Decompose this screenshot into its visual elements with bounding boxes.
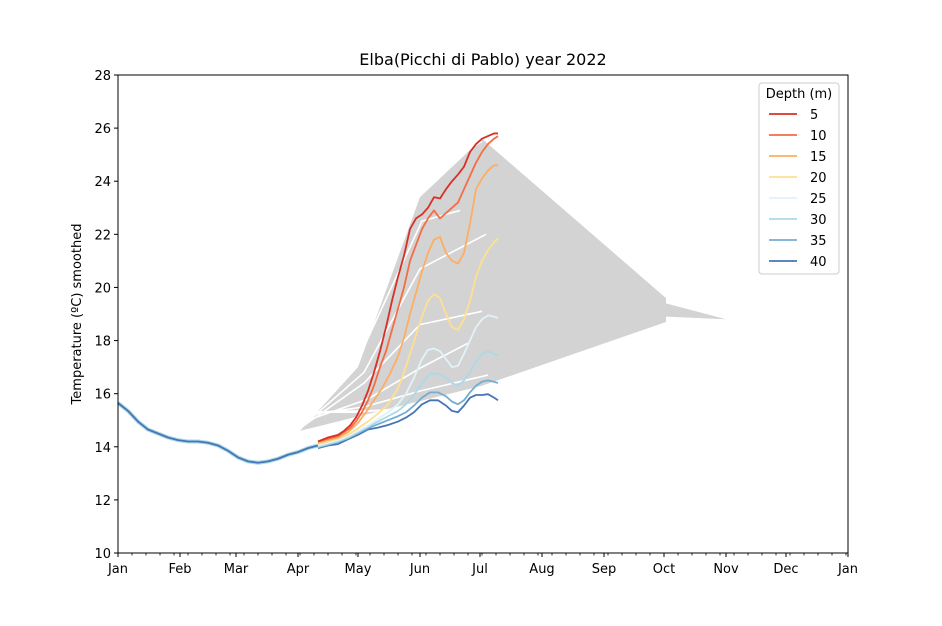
y-tick-label: 24 [94,175,111,190]
reference-line-1 [281,440,309,451]
y-tick-label: 14 [94,441,111,456]
series-line-20m [317,237,499,445]
legend-label-30m: 30 [810,213,827,228]
x-tick-label: Mar [224,562,249,577]
series-line-40m [317,393,499,449]
y-tick-label: 18 [94,335,111,350]
legend-box [758,82,840,275]
reference-line-2 [299,140,483,429]
y-tick-label: 26 [94,122,111,137]
x-tick-label: May [345,562,372,577]
y-axis-label: Temperature (ºC) smoothed [70,224,85,406]
legend-label-10m: 10 [810,129,827,144]
axes-frame [117,74,849,554]
x-tick-label: Jan [837,562,858,577]
y-tick-label: 20 [94,281,111,296]
y-tick-label: 22 [94,228,111,243]
series-line-35m [317,379,499,449]
series-line-30m [317,350,499,448]
x-tick-label: Jun [409,562,430,577]
y-tick-label: 28 [94,69,111,84]
series-line-25m [317,314,499,447]
legend-label-40m: 40 [810,255,827,270]
series-line-10m [317,135,499,443]
legend-label-25m: 25 [810,192,827,207]
legend-label-15m: 15 [810,150,827,165]
x-tick-label: Feb [168,562,191,577]
common-segment-line [118,402,319,464]
series-line-15m [317,164,498,444]
y-tick-label: 16 [94,388,111,403]
chart-title: Elba(Picchi di Pablo) year 2022 [359,50,606,69]
x-tick-label: Aug [529,562,554,577]
reference-line-5 [303,310,483,427]
reference-line-6 [307,342,469,421]
x-tick-label: Sep [592,562,617,577]
x-tick-label: Apr [287,562,310,577]
legend-label-5m: 5 [810,108,818,123]
reference-line-9 [301,384,495,414]
legend-label-35m: 35 [810,234,827,249]
plot-clip-group [118,132,726,465]
plot-area [118,132,726,465]
reference-line-3 [299,209,461,429]
series-line-5m [317,132,498,443]
reference-line-4 [299,233,487,429]
axes: 10 12 14 16 18 20 22 24 26 28 Jan Feb Mar Apr May Jun Ju… [94,69,858,577]
shaded-envelope [300,138,726,431]
x-tick-label: Jan [107,562,128,577]
y-tick-label: 10 [94,547,111,562]
x-tick-label: Oct [653,562,675,577]
legend-label-20m: 20 [810,171,827,186]
x-tick-label: Nov [713,562,739,577]
legend-title: Depth (m) [766,87,833,102]
x-tick-label: Dec [773,562,798,577]
y-tick-label: 12 [94,494,111,509]
legend: Depth (m) 5 10 15 20 25 30 35 40 [758,82,840,275]
x-tick-label: Jul [471,562,488,577]
